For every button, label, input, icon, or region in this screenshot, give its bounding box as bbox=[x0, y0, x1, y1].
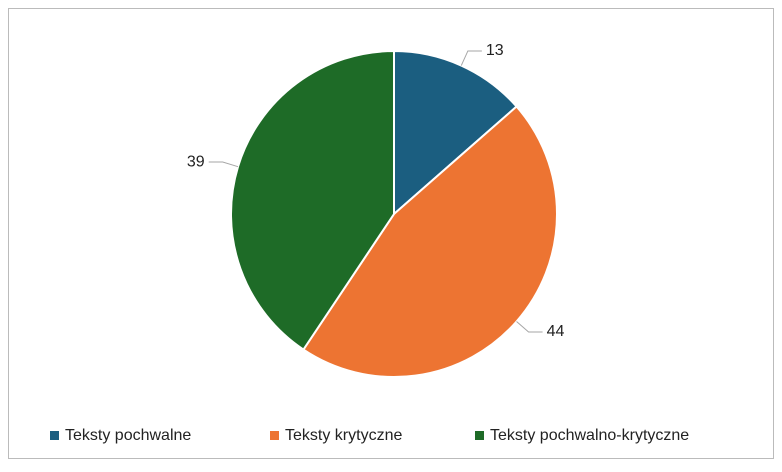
data-label: 39 bbox=[187, 153, 205, 170]
data-label: 13 bbox=[486, 42, 504, 59]
legend-swatch bbox=[270, 431, 279, 440]
leader-line bbox=[460, 50, 482, 66]
legend-label: Teksty pochwalno-krytyczne bbox=[490, 427, 689, 444]
leader-line bbox=[208, 161, 239, 168]
legend-label: Teksty krytyczne bbox=[285, 427, 402, 444]
pie-slice bbox=[393, 49, 518, 217]
leader-line bbox=[516, 321, 543, 333]
legend-swatch bbox=[50, 431, 59, 440]
data-label: 44 bbox=[547, 323, 565, 340]
pie-slice bbox=[302, 105, 558, 378]
legend-swatch bbox=[475, 431, 484, 440]
legend-label: Teksty pochwalne bbox=[65, 427, 191, 444]
